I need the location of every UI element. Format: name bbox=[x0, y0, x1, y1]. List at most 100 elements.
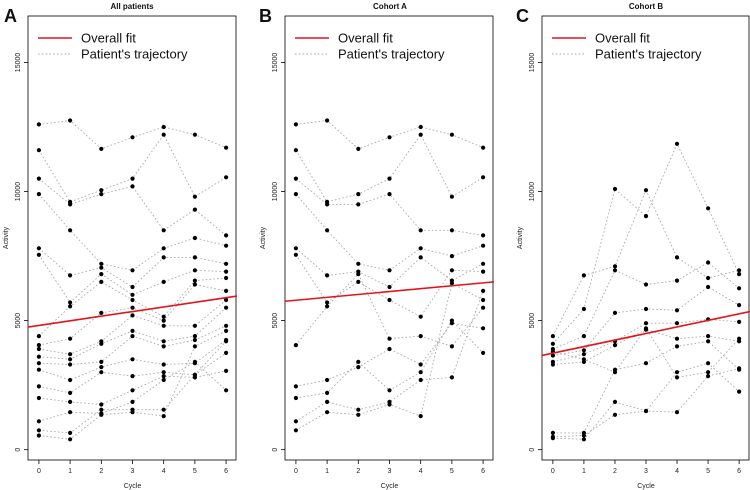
panel-title: Cohort A bbox=[373, 2, 407, 11]
overall-fit-line bbox=[541, 310, 750, 357]
x-tick-label: 6 bbox=[224, 468, 228, 475]
data-point bbox=[130, 410, 135, 415]
data-point bbox=[293, 148, 298, 153]
data-point bbox=[356, 279, 361, 284]
data-point bbox=[449, 132, 454, 137]
overall-fit-line bbox=[284, 281, 495, 303]
data-point bbox=[387, 192, 392, 197]
data-point bbox=[387, 176, 392, 181]
data-point bbox=[706, 260, 711, 265]
data-point bbox=[68, 430, 73, 435]
data-point bbox=[99, 279, 104, 284]
patient-trajectory bbox=[552, 261, 740, 350]
data-point bbox=[387, 284, 392, 290]
legend-trajectory-label: Patient's trajectory bbox=[338, 47, 445, 62]
data-point bbox=[192, 194, 197, 199]
data-point bbox=[68, 304, 73, 309]
data-point bbox=[481, 350, 486, 355]
plot-frame bbox=[27, 15, 237, 461]
data-point bbox=[99, 370, 104, 375]
patient-trajectory bbox=[552, 340, 740, 434]
data-point bbox=[643, 282, 649, 287]
data-point bbox=[36, 433, 42, 438]
data-point bbox=[130, 357, 135, 362]
data-point bbox=[161, 362, 166, 367]
x-tick-label: 2 bbox=[356, 468, 360, 475]
data-point bbox=[99, 341, 104, 346]
data-point bbox=[224, 368, 229, 373]
data-point bbox=[449, 194, 454, 199]
data-point bbox=[325, 399, 330, 404]
data-point bbox=[99, 192, 104, 197]
data-point bbox=[130, 268, 135, 273]
legend-trajectory-label: Patient's trajectory bbox=[81, 47, 188, 62]
patient-trajectory bbox=[552, 189, 740, 337]
data-point bbox=[325, 273, 330, 278]
data-point bbox=[192, 372, 197, 377]
data-point bbox=[99, 310, 104, 315]
data-point bbox=[192, 334, 197, 339]
patient-trajectory bbox=[295, 193, 484, 271]
data-point bbox=[224, 269, 229, 274]
data-point bbox=[224, 297, 229, 303]
data-point bbox=[449, 375, 454, 380]
data-point bbox=[418, 314, 423, 319]
data-point bbox=[387, 268, 392, 273]
data-point bbox=[224, 175, 229, 180]
data-point bbox=[643, 408, 649, 414]
data-point bbox=[293, 192, 298, 197]
data-point bbox=[293, 122, 298, 127]
y-tick-label: 5000 bbox=[272, 313, 279, 329]
data-point bbox=[674, 375, 680, 380]
data-point bbox=[356, 202, 361, 207]
data-point bbox=[99, 412, 104, 417]
data-point bbox=[99, 261, 104, 266]
data-point bbox=[36, 246, 42, 251]
data-point bbox=[737, 272, 742, 277]
data-point bbox=[36, 252, 42, 257]
data-point bbox=[68, 399, 73, 404]
data-point bbox=[68, 352, 73, 357]
data-point bbox=[325, 300, 330, 305]
y-tick-label: 10000 bbox=[272, 182, 279, 202]
data-point bbox=[581, 273, 587, 278]
data-point bbox=[418, 255, 423, 260]
data-point bbox=[68, 202, 73, 207]
data-point bbox=[161, 323, 166, 328]
x-tick-label: 4 bbox=[675, 468, 679, 475]
data-point bbox=[99, 146, 104, 151]
data-point bbox=[36, 384, 42, 389]
data-point bbox=[674, 141, 680, 146]
data-point bbox=[706, 370, 711, 375]
data-point bbox=[192, 268, 197, 273]
data-point bbox=[449, 268, 454, 273]
data-point bbox=[293, 343, 298, 348]
data-point bbox=[99, 402, 104, 407]
data-point bbox=[68, 118, 73, 123]
data-point bbox=[481, 175, 486, 180]
data-point bbox=[387, 388, 392, 393]
data-point bbox=[224, 275, 229, 281]
data-point bbox=[674, 255, 680, 260]
x-tick-label: 6 bbox=[737, 468, 741, 475]
data-point bbox=[293, 252, 298, 257]
data-point bbox=[418, 414, 423, 419]
data-point bbox=[68, 357, 73, 362]
data-point bbox=[481, 145, 486, 150]
data-point bbox=[356, 365, 361, 370]
data-point bbox=[581, 437, 587, 442]
data-point bbox=[224, 288, 229, 293]
legend-fit-label: Overall fit bbox=[81, 31, 136, 46]
data-point bbox=[36, 346, 42, 352]
data-point bbox=[36, 361, 42, 366]
data-point bbox=[387, 297, 392, 303]
data-point bbox=[224, 305, 229, 310]
data-point bbox=[706, 334, 711, 339]
patient-trajectory bbox=[295, 247, 484, 288]
data-point bbox=[612, 264, 618, 269]
x-axis-label: Cycle bbox=[124, 483, 142, 490]
data-point bbox=[161, 339, 166, 344]
data-point bbox=[293, 246, 298, 251]
y-tick-label: 0 bbox=[272, 448, 279, 452]
data-point bbox=[224, 388, 229, 393]
